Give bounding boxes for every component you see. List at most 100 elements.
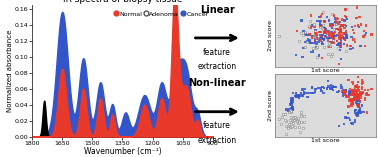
Point: [317, 24, 323, 26]
Point: [332, 21, 338, 23]
Point: [338, 58, 344, 60]
Point: [349, 81, 355, 83]
Point: [333, 19, 339, 22]
Point: [348, 122, 354, 124]
Point: [330, 39, 336, 42]
Point: [294, 94, 300, 97]
Point: [338, 86, 344, 89]
Point: [348, 90, 354, 93]
Point: [317, 37, 323, 40]
Point: [309, 36, 315, 39]
Point: [336, 63, 342, 65]
Point: [328, 31, 335, 34]
Point: [293, 92, 299, 95]
Point: [290, 97, 296, 100]
Point: [352, 111, 358, 114]
Point: [334, 40, 340, 43]
Point: [313, 46, 319, 48]
Point: [312, 34, 318, 36]
Point: [350, 89, 356, 91]
Point: [301, 91, 307, 94]
Point: [362, 34, 368, 36]
Point: [333, 28, 339, 30]
Point: [320, 92, 326, 94]
Point: [310, 37, 316, 39]
Point: [313, 43, 319, 45]
Point: [348, 104, 354, 107]
Point: [342, 91, 348, 93]
Point: [307, 26, 313, 28]
Point: [311, 26, 318, 29]
Point: [342, 94, 349, 96]
Point: [312, 91, 318, 93]
Point: [318, 35, 324, 38]
Point: [286, 108, 292, 111]
Point: [346, 96, 352, 98]
Point: [293, 95, 299, 98]
Point: [324, 30, 330, 32]
Point: [350, 83, 356, 85]
Point: [298, 19, 304, 22]
Point: [298, 114, 304, 117]
Point: [352, 121, 358, 124]
Point: [312, 32, 318, 34]
Point: [293, 95, 299, 97]
Point: [355, 104, 361, 107]
Point: [361, 35, 367, 38]
Point: [355, 113, 361, 115]
Point: [329, 13, 335, 15]
Point: [334, 34, 340, 36]
Point: [352, 25, 358, 27]
Point: [369, 88, 375, 90]
Point: [349, 93, 355, 96]
Point: [319, 37, 325, 39]
Point: [293, 54, 299, 56]
Point: [355, 99, 361, 102]
Point: [279, 116, 285, 118]
Point: [290, 117, 296, 120]
Point: [292, 126, 298, 128]
Point: [329, 24, 335, 27]
Point: [352, 99, 358, 101]
Point: [328, 41, 334, 44]
Point: [355, 76, 361, 78]
Point: [332, 21, 338, 24]
Point: [288, 100, 294, 103]
Point: [286, 123, 292, 125]
Point: [361, 30, 367, 32]
Point: [340, 89, 346, 92]
Point: [347, 92, 353, 94]
Point: [344, 117, 350, 119]
Point: [340, 95, 346, 97]
Point: [320, 24, 326, 26]
Point: [350, 90, 356, 93]
Point: [312, 40, 318, 42]
Point: [358, 44, 364, 47]
Point: [282, 119, 288, 121]
Point: [301, 92, 307, 95]
Point: [339, 24, 345, 27]
Point: [350, 91, 356, 93]
Point: [296, 40, 302, 42]
Point: [338, 39, 344, 41]
Point: [330, 35, 336, 37]
Text: extraction: extraction: [198, 62, 237, 71]
Point: [317, 24, 323, 27]
Point: [352, 110, 358, 112]
Point: [330, 85, 336, 88]
Point: [338, 36, 344, 38]
Point: [280, 113, 286, 115]
Point: [302, 92, 308, 94]
Point: [334, 44, 340, 46]
Point: [308, 26, 314, 29]
Point: [331, 14, 337, 17]
Point: [355, 86, 361, 89]
Point: [355, 97, 361, 100]
Point: [293, 116, 299, 118]
Point: [311, 23, 317, 25]
Point: [338, 31, 344, 33]
Point: [342, 14, 348, 17]
Point: [333, 23, 339, 26]
Point: [297, 111, 304, 113]
Point: [355, 89, 361, 92]
